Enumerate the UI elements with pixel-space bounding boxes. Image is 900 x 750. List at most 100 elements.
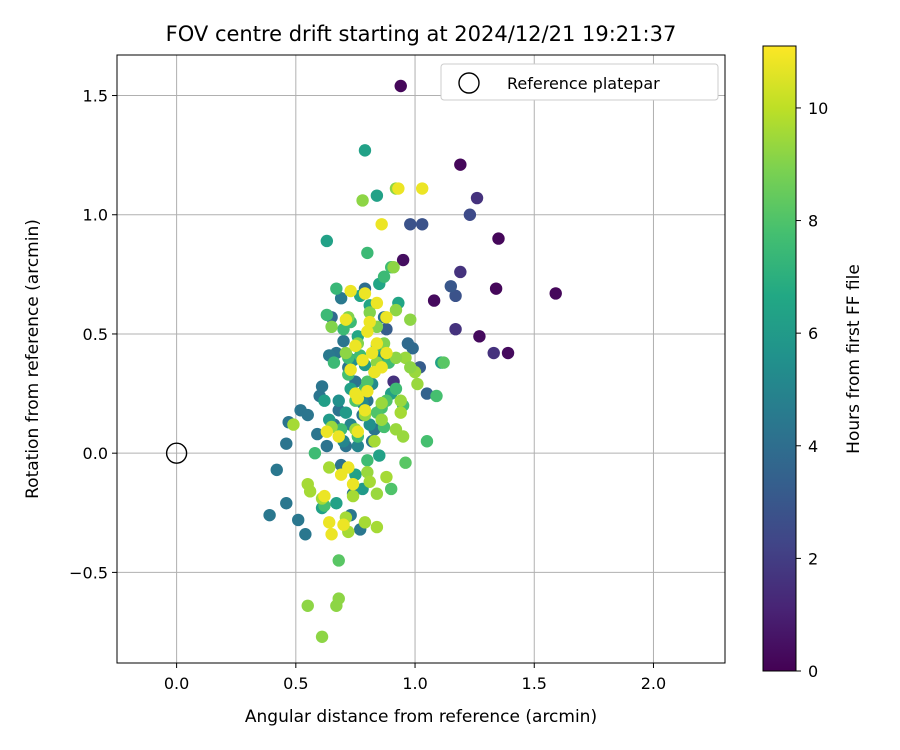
data-point (377, 270, 391, 283)
data-point (380, 346, 393, 360)
data-point (370, 487, 384, 500)
data-point (473, 330, 486, 343)
data-point (327, 356, 341, 369)
data-point (320, 425, 334, 438)
chart-title: FOV centre drift starting at 2024/12/21 … (166, 22, 677, 46)
y-tick-label: 1.0 (83, 206, 108, 225)
data-point (389, 303, 403, 317)
data-point (318, 394, 331, 407)
data-point (280, 497, 293, 510)
colorbar-tick-label: 4 (808, 437, 818, 456)
data-point (361, 325, 374, 338)
colorbar: 0 2 4 6 8 10 Hours from first FF file (762, 45, 864, 681)
data-point (363, 315, 376, 329)
data-points (263, 79, 562, 643)
data-point (365, 346, 379, 360)
data-point (375, 413, 388, 426)
colorbar-tick-label: 8 (808, 212, 818, 231)
y-tick-label: 1.5 (83, 87, 108, 106)
data-point (404, 313, 417, 326)
x-gridlines (176, 55, 654, 663)
data-point (489, 282, 503, 295)
x-tick-label: 0.0 (164, 674, 189, 693)
data-point (351, 439, 365, 453)
data-point (375, 361, 388, 374)
data-point (399, 456, 412, 469)
data-point (351, 425, 365, 438)
data-point (330, 497, 343, 510)
data-point (332, 592, 345, 605)
reference-platepar-marker (165, 442, 188, 464)
data-point (358, 287, 372, 300)
data-point (337, 518, 350, 531)
data-point (427, 294, 441, 307)
y-tick-label: 0.0 (83, 444, 108, 463)
data-point (363, 306, 376, 319)
x-tick-label: 0.5 (283, 674, 308, 693)
x-axis-ticks: 0.0 0.5 1.0 1.5 2.0 (164, 663, 666, 693)
data-point (394, 406, 407, 419)
data-point (406, 342, 419, 355)
data-point (361, 375, 374, 388)
colorbar-tick-label: 10 (808, 99, 828, 118)
legend: Reference platepar (440, 63, 719, 101)
data-point (389, 382, 403, 396)
data-point (325, 528, 338, 541)
data-point (320, 439, 334, 453)
legend-label: Reference platepar (507, 74, 660, 93)
data-point (344, 284, 357, 298)
data-point (308, 446, 322, 460)
data-point (392, 182, 405, 195)
data-point (396, 430, 410, 443)
data-point (334, 292, 348, 305)
data-point (396, 253, 410, 267)
data-point (363, 418, 376, 431)
data-point (356, 353, 369, 367)
data-point (420, 435, 434, 448)
x-tick-label: 1.0 (402, 674, 427, 693)
data-point (501, 346, 515, 360)
data-point (380, 470, 393, 484)
data-point (334, 468, 348, 481)
x-axis-label: Angular distance from reference (arcmin) (245, 707, 597, 727)
data-point (387, 261, 400, 274)
data-point (299, 528, 312, 541)
data-point (370, 337, 384, 350)
data-point (389, 351, 403, 365)
data-point (332, 430, 345, 443)
data-point (380, 322, 393, 336)
data-point (454, 158, 467, 171)
data-point (263, 508, 276, 522)
data-point (370, 296, 384, 310)
data-point (301, 477, 314, 491)
colorbar-ticks: 0 2 4 6 8 10 (796, 99, 828, 681)
x-tick-label: 2.0 (641, 674, 666, 693)
data-point (361, 466, 374, 479)
data-point (330, 282, 343, 295)
data-point (346, 477, 360, 491)
data-point (339, 406, 353, 419)
data-point (361, 384, 374, 398)
colorbar-gradient (762, 45, 797, 672)
data-point (315, 630, 329, 643)
data-point (380, 311, 393, 324)
data-point (449, 322, 462, 336)
data-point (361, 246, 374, 260)
data-point (349, 339, 362, 353)
data-point (399, 351, 412, 365)
data-point (339, 346, 353, 360)
y-axis-ticks: −0.5 0.0 0.5 1.0 1.5 (69, 87, 117, 582)
data-point (415, 218, 429, 231)
data-point (287, 418, 300, 431)
y-tick-label: −0.5 (69, 563, 108, 582)
data-point (375, 396, 388, 410)
legend-reference-icon (458, 72, 480, 94)
y-tick-label: 0.5 (83, 325, 108, 344)
legend-box (440, 63, 719, 101)
data-point (373, 449, 386, 462)
data-point (404, 218, 417, 231)
data-point (492, 232, 505, 245)
data-point (323, 516, 336, 529)
data-point (301, 599, 314, 612)
data-point (375, 218, 388, 231)
